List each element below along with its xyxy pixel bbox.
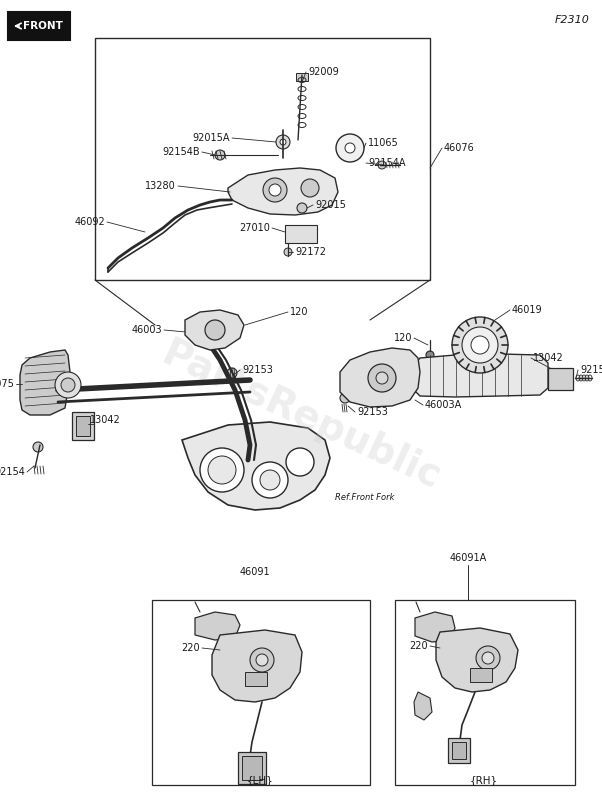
Circle shape bbox=[301, 179, 319, 197]
Circle shape bbox=[452, 317, 508, 373]
Text: 13042: 13042 bbox=[90, 415, 121, 425]
Circle shape bbox=[368, 364, 396, 392]
Text: 92015A: 92015A bbox=[193, 133, 230, 143]
Circle shape bbox=[256, 654, 268, 666]
Circle shape bbox=[340, 393, 350, 403]
Text: 46019: 46019 bbox=[512, 305, 542, 315]
Text: FRONT: FRONT bbox=[23, 21, 63, 31]
Polygon shape bbox=[228, 168, 338, 215]
Circle shape bbox=[263, 178, 287, 202]
Polygon shape bbox=[412, 354, 548, 397]
Circle shape bbox=[336, 134, 364, 162]
Text: 92154A: 92154A bbox=[368, 158, 406, 168]
Polygon shape bbox=[195, 612, 240, 640]
Polygon shape bbox=[212, 630, 302, 702]
Text: F2310: F2310 bbox=[555, 15, 590, 25]
Circle shape bbox=[205, 320, 225, 340]
Text: Ref.Front Fork: Ref.Front Fork bbox=[335, 494, 394, 502]
Bar bbox=[448, 738, 470, 763]
Bar bbox=[152, 600, 370, 785]
Text: 92009: 92009 bbox=[308, 67, 339, 77]
Polygon shape bbox=[415, 612, 455, 642]
Text: 120: 120 bbox=[394, 333, 412, 343]
Bar bbox=[95, 38, 430, 280]
Text: 92153: 92153 bbox=[357, 407, 388, 417]
Text: 92172: 92172 bbox=[295, 247, 326, 257]
Circle shape bbox=[260, 470, 280, 490]
Circle shape bbox=[55, 372, 81, 398]
Circle shape bbox=[471, 336, 489, 354]
Text: 92015: 92015 bbox=[315, 200, 346, 210]
Text: 27010: 27010 bbox=[239, 223, 270, 233]
Bar bbox=[76, 416, 90, 436]
Text: 13042: 13042 bbox=[533, 353, 563, 363]
Polygon shape bbox=[414, 692, 432, 720]
Circle shape bbox=[280, 139, 286, 145]
Text: 46003A: 46003A bbox=[425, 400, 462, 410]
Bar bbox=[8, 12, 70, 40]
Circle shape bbox=[462, 327, 498, 363]
Circle shape bbox=[252, 462, 288, 498]
Circle shape bbox=[376, 372, 388, 384]
Bar bbox=[452, 742, 466, 759]
Circle shape bbox=[61, 378, 75, 392]
Circle shape bbox=[482, 652, 494, 664]
Bar bbox=[296, 73, 308, 81]
Bar bbox=[285, 225, 317, 243]
Bar bbox=[548, 368, 573, 390]
Text: 46091A: 46091A bbox=[449, 553, 486, 563]
Text: 46091: 46091 bbox=[240, 567, 270, 577]
Text: 46075: 46075 bbox=[0, 379, 14, 389]
Circle shape bbox=[378, 161, 386, 169]
Text: 92154: 92154 bbox=[580, 365, 602, 375]
Text: 46003: 46003 bbox=[131, 325, 162, 335]
Text: 220: 220 bbox=[181, 643, 200, 653]
Circle shape bbox=[215, 150, 225, 160]
Circle shape bbox=[33, 442, 43, 452]
Circle shape bbox=[284, 248, 292, 256]
Text: PartsRepublic: PartsRepublic bbox=[155, 334, 447, 498]
Polygon shape bbox=[20, 350, 70, 415]
Circle shape bbox=[276, 135, 290, 149]
Bar bbox=[470, 668, 492, 682]
Circle shape bbox=[476, 646, 500, 670]
Circle shape bbox=[200, 448, 244, 492]
Bar bbox=[245, 672, 267, 686]
Bar bbox=[395, 600, 575, 785]
Circle shape bbox=[297, 203, 307, 213]
Circle shape bbox=[426, 351, 434, 359]
Polygon shape bbox=[340, 348, 420, 407]
Bar bbox=[238, 752, 266, 784]
Circle shape bbox=[227, 368, 237, 378]
Circle shape bbox=[269, 184, 281, 196]
Text: 46092: 46092 bbox=[74, 217, 105, 227]
Text: {RH}: {RH} bbox=[470, 775, 498, 785]
Text: 46076: 46076 bbox=[444, 143, 475, 153]
Circle shape bbox=[286, 448, 314, 476]
Text: 92154: 92154 bbox=[0, 467, 25, 477]
Bar bbox=[72, 412, 94, 440]
Polygon shape bbox=[182, 422, 330, 510]
Circle shape bbox=[345, 143, 355, 153]
Text: 92153: 92153 bbox=[242, 365, 273, 375]
Polygon shape bbox=[436, 628, 518, 692]
Bar bbox=[242, 756, 262, 780]
Circle shape bbox=[208, 456, 236, 484]
Text: 120: 120 bbox=[290, 307, 308, 317]
Text: 92154B: 92154B bbox=[163, 147, 200, 157]
Text: 220: 220 bbox=[409, 641, 428, 651]
Text: 13280: 13280 bbox=[145, 181, 176, 191]
Circle shape bbox=[250, 648, 274, 672]
Text: 11065: 11065 bbox=[368, 138, 399, 148]
Text: {LH}: {LH} bbox=[247, 775, 273, 785]
Polygon shape bbox=[185, 310, 244, 350]
